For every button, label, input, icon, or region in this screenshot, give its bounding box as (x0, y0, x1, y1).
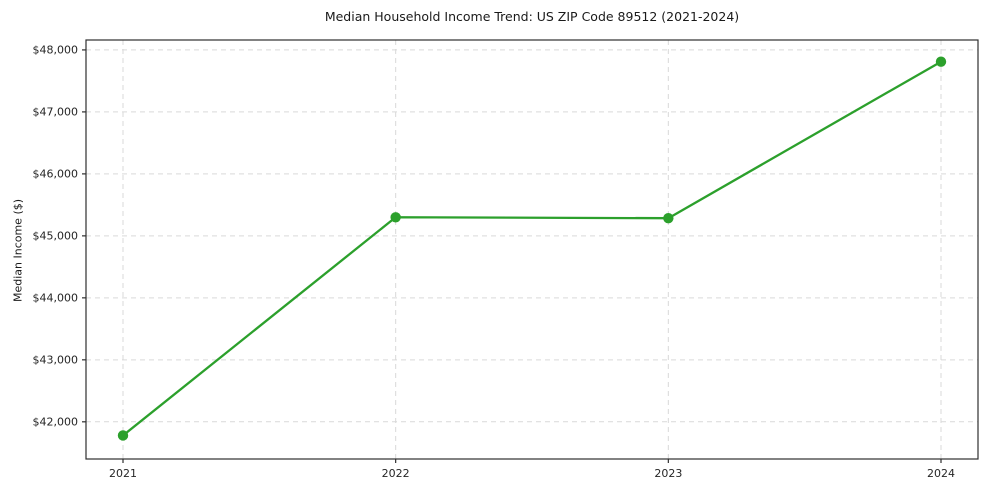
data-point-2022 (390, 212, 401, 223)
data-point-2021 (117, 430, 129, 441)
chart-title: Median Household Income Trend: US ZIP Co… (324, 9, 740, 24)
data-point-2023 (663, 212, 674, 224)
y-tick-label: $43,000 (33, 354, 79, 367)
x-tick-label: 2023 (654, 467, 682, 480)
y-tick-label: $46,000 (33, 168, 79, 181)
y-tick-label: $48,000 (33, 44, 79, 57)
y-tick-label: $45,000 (33, 230, 79, 243)
y-tick-label: $47,000 (33, 106, 79, 119)
data-point-2024 (935, 56, 947, 67)
x-tick-label: 2024 (927, 467, 955, 480)
plot-border (85, 39, 979, 460)
y-tick-label: $42,000 (33, 416, 79, 429)
x-tick-label: 2021 (109, 467, 137, 480)
x-tick-label: 2022 (382, 467, 410, 480)
trend-line (122, 60, 942, 437)
y-tick-label: $44,000 (33, 292, 79, 305)
